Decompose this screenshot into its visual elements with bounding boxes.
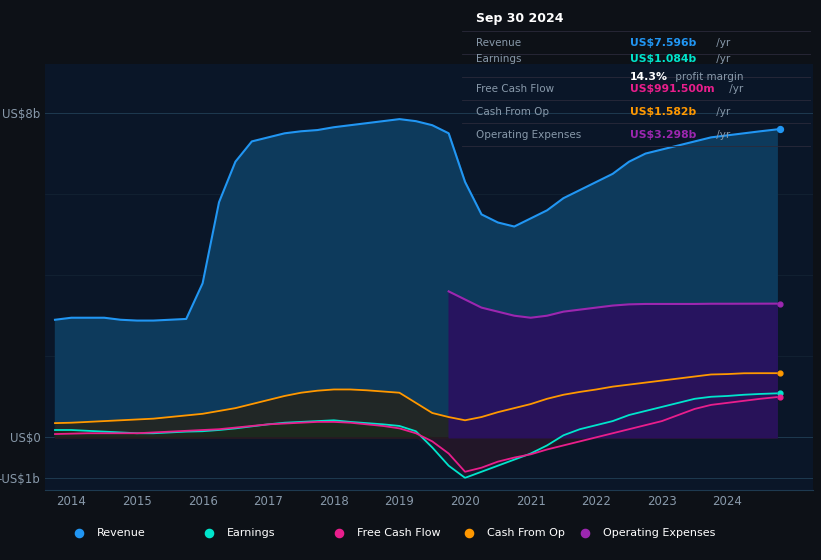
Text: Sep 30 2024: Sep 30 2024 [476, 12, 564, 25]
Text: 14.3%: 14.3% [630, 72, 667, 82]
Text: US$1.582b: US$1.582b [630, 107, 696, 117]
Text: profit margin: profit margin [672, 72, 743, 82]
Text: Free Cash Flow: Free Cash Flow [357, 529, 441, 538]
Text: US$991.500m: US$991.500m [630, 84, 714, 94]
Text: Revenue: Revenue [97, 529, 146, 538]
Text: Cash From Op: Cash From Op [488, 529, 565, 538]
Text: US$1.084b: US$1.084b [630, 54, 696, 64]
Point [333, 529, 346, 538]
Text: Operating Expenses: Operating Expenses [603, 529, 715, 538]
Text: /yr: /yr [713, 38, 731, 48]
Point [203, 529, 216, 538]
Point [72, 529, 85, 538]
Point [773, 368, 787, 377]
Text: US$7.596b: US$7.596b [630, 38, 696, 48]
Text: /yr: /yr [713, 107, 731, 117]
Point [773, 389, 787, 398]
Point [463, 529, 476, 538]
Text: Operating Expenses: Operating Expenses [476, 130, 581, 140]
Text: Earnings: Earnings [476, 54, 521, 64]
Text: /yr: /yr [726, 84, 743, 94]
Text: /yr: /yr [713, 130, 731, 140]
Point [773, 393, 787, 402]
Point [773, 299, 787, 308]
Point [578, 529, 591, 538]
Text: Free Cash Flow: Free Cash Flow [476, 84, 554, 94]
Text: Cash From Op: Cash From Op [476, 107, 549, 117]
Text: Earnings: Earnings [227, 529, 276, 538]
Text: US$3.298b: US$3.298b [630, 130, 696, 140]
Text: /yr: /yr [713, 54, 731, 64]
Text: Revenue: Revenue [476, 38, 521, 48]
Point [773, 125, 787, 134]
